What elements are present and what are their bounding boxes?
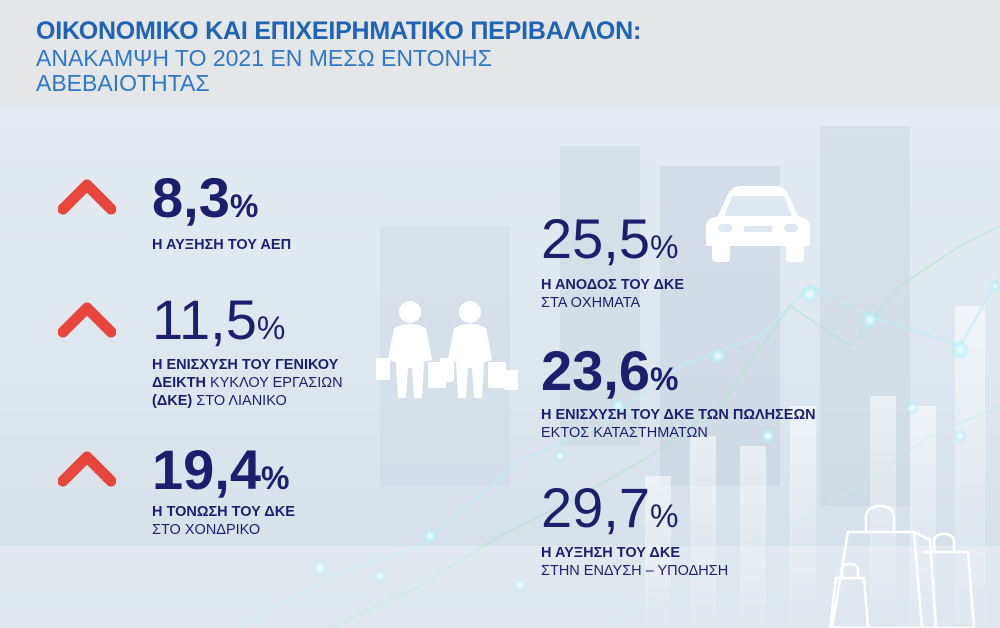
- shoppers-icon: [376, 301, 518, 398]
- up-arrow-icon: [58, 451, 116, 487]
- up-arrow-icon: [58, 179, 116, 215]
- stat-clothing-label: Η ΑΥΞΗΣΗ ΤΟΥ ΔΚΕ ΣΤΗΝ ΕΝΔΥΣΗ – ΥΠΟΔΗΣΗ: [541, 545, 729, 579]
- stat-gdp-label: Η ΑΥΞΗΣΗ ΤΟΥ ΑΕΠ: [152, 237, 292, 253]
- page-subtitle-line2: ΑΒΕΒΑΙΟΤΗΤΑΣ: [36, 70, 210, 96]
- stat-vehicles-value: 25,5%: [541, 207, 679, 270]
- stat-vehicles-label: Η ΑΝΟΔΟΣ ΤΟΥ ΔΚΕ ΣΤΑ ΟΧΗΜΑΤΑ: [541, 277, 685, 311]
- stat-gdp-value: 8,3%: [152, 166, 259, 229]
- stat-clothing-value: 29,7%: [541, 476, 679, 539]
- stat-retail-value: 11,5%: [152, 288, 286, 351]
- stat-retail-label: Η ΕΝΙΣΧΥΣΗ ΤΟΥ ΓΕΝΙΚΟΥ ΔΕΙΚΤΗ ΚΥΚΛΟΥ ΕΡΓ…: [152, 357, 343, 409]
- car-icon: [706, 186, 810, 262]
- page-title: ΟΙΚΟΝΟΜΙΚΟ ΚΑΙ ΕΠΙΧΕΙΡΗΜΑΤΙΚΟ ΠΕΡΙΒΑΛΛΟΝ…: [36, 17, 642, 45]
- stat-online-sales-label: Η ΕΝΙΣΧΥΣΗ ΤΟΥ ΔΚΕ ΤΩΝ ΠΩΛΗΣΕΩΝ ΕΚΤΟΣ ΚΑ…: [541, 407, 816, 441]
- shopping-bags-icon: [828, 504, 976, 628]
- stat-online-sales-value: 23,6%: [541, 339, 679, 402]
- infographic-body: 8,3% Η ΑΥΞΗΣΗ ΤΟΥ ΑΕΠ 11,5% Η ΕΝΙΣΧΥΣΗ Τ…: [0, 106, 1000, 628]
- page-subtitle-line1: ΑΝΑΚΑΜΨΗ ΤΟ 2021 ΕΝ ΜΕΣΩ ΕΝΤΟΝΗΣ: [36, 45, 492, 71]
- header-band: ΟΙΚΟΝΟΜΙΚΟ ΚΑΙ ΕΠΙΧΕΙΡΗΜΑΤΙΚΟ ΠΕΡΙΒΑΛΛΟΝ…: [0, 0, 1000, 106]
- stat-wholesale-value: 19,4%: [152, 438, 290, 501]
- up-arrow-icon: [58, 302, 116, 338]
- stat-wholesale-label: Η ΤΟΝΩΣΗ ΤΟΥ ΔΚΕ ΣΤΟ ΧΟΝΔΡΙΚΟ: [152, 504, 295, 538]
